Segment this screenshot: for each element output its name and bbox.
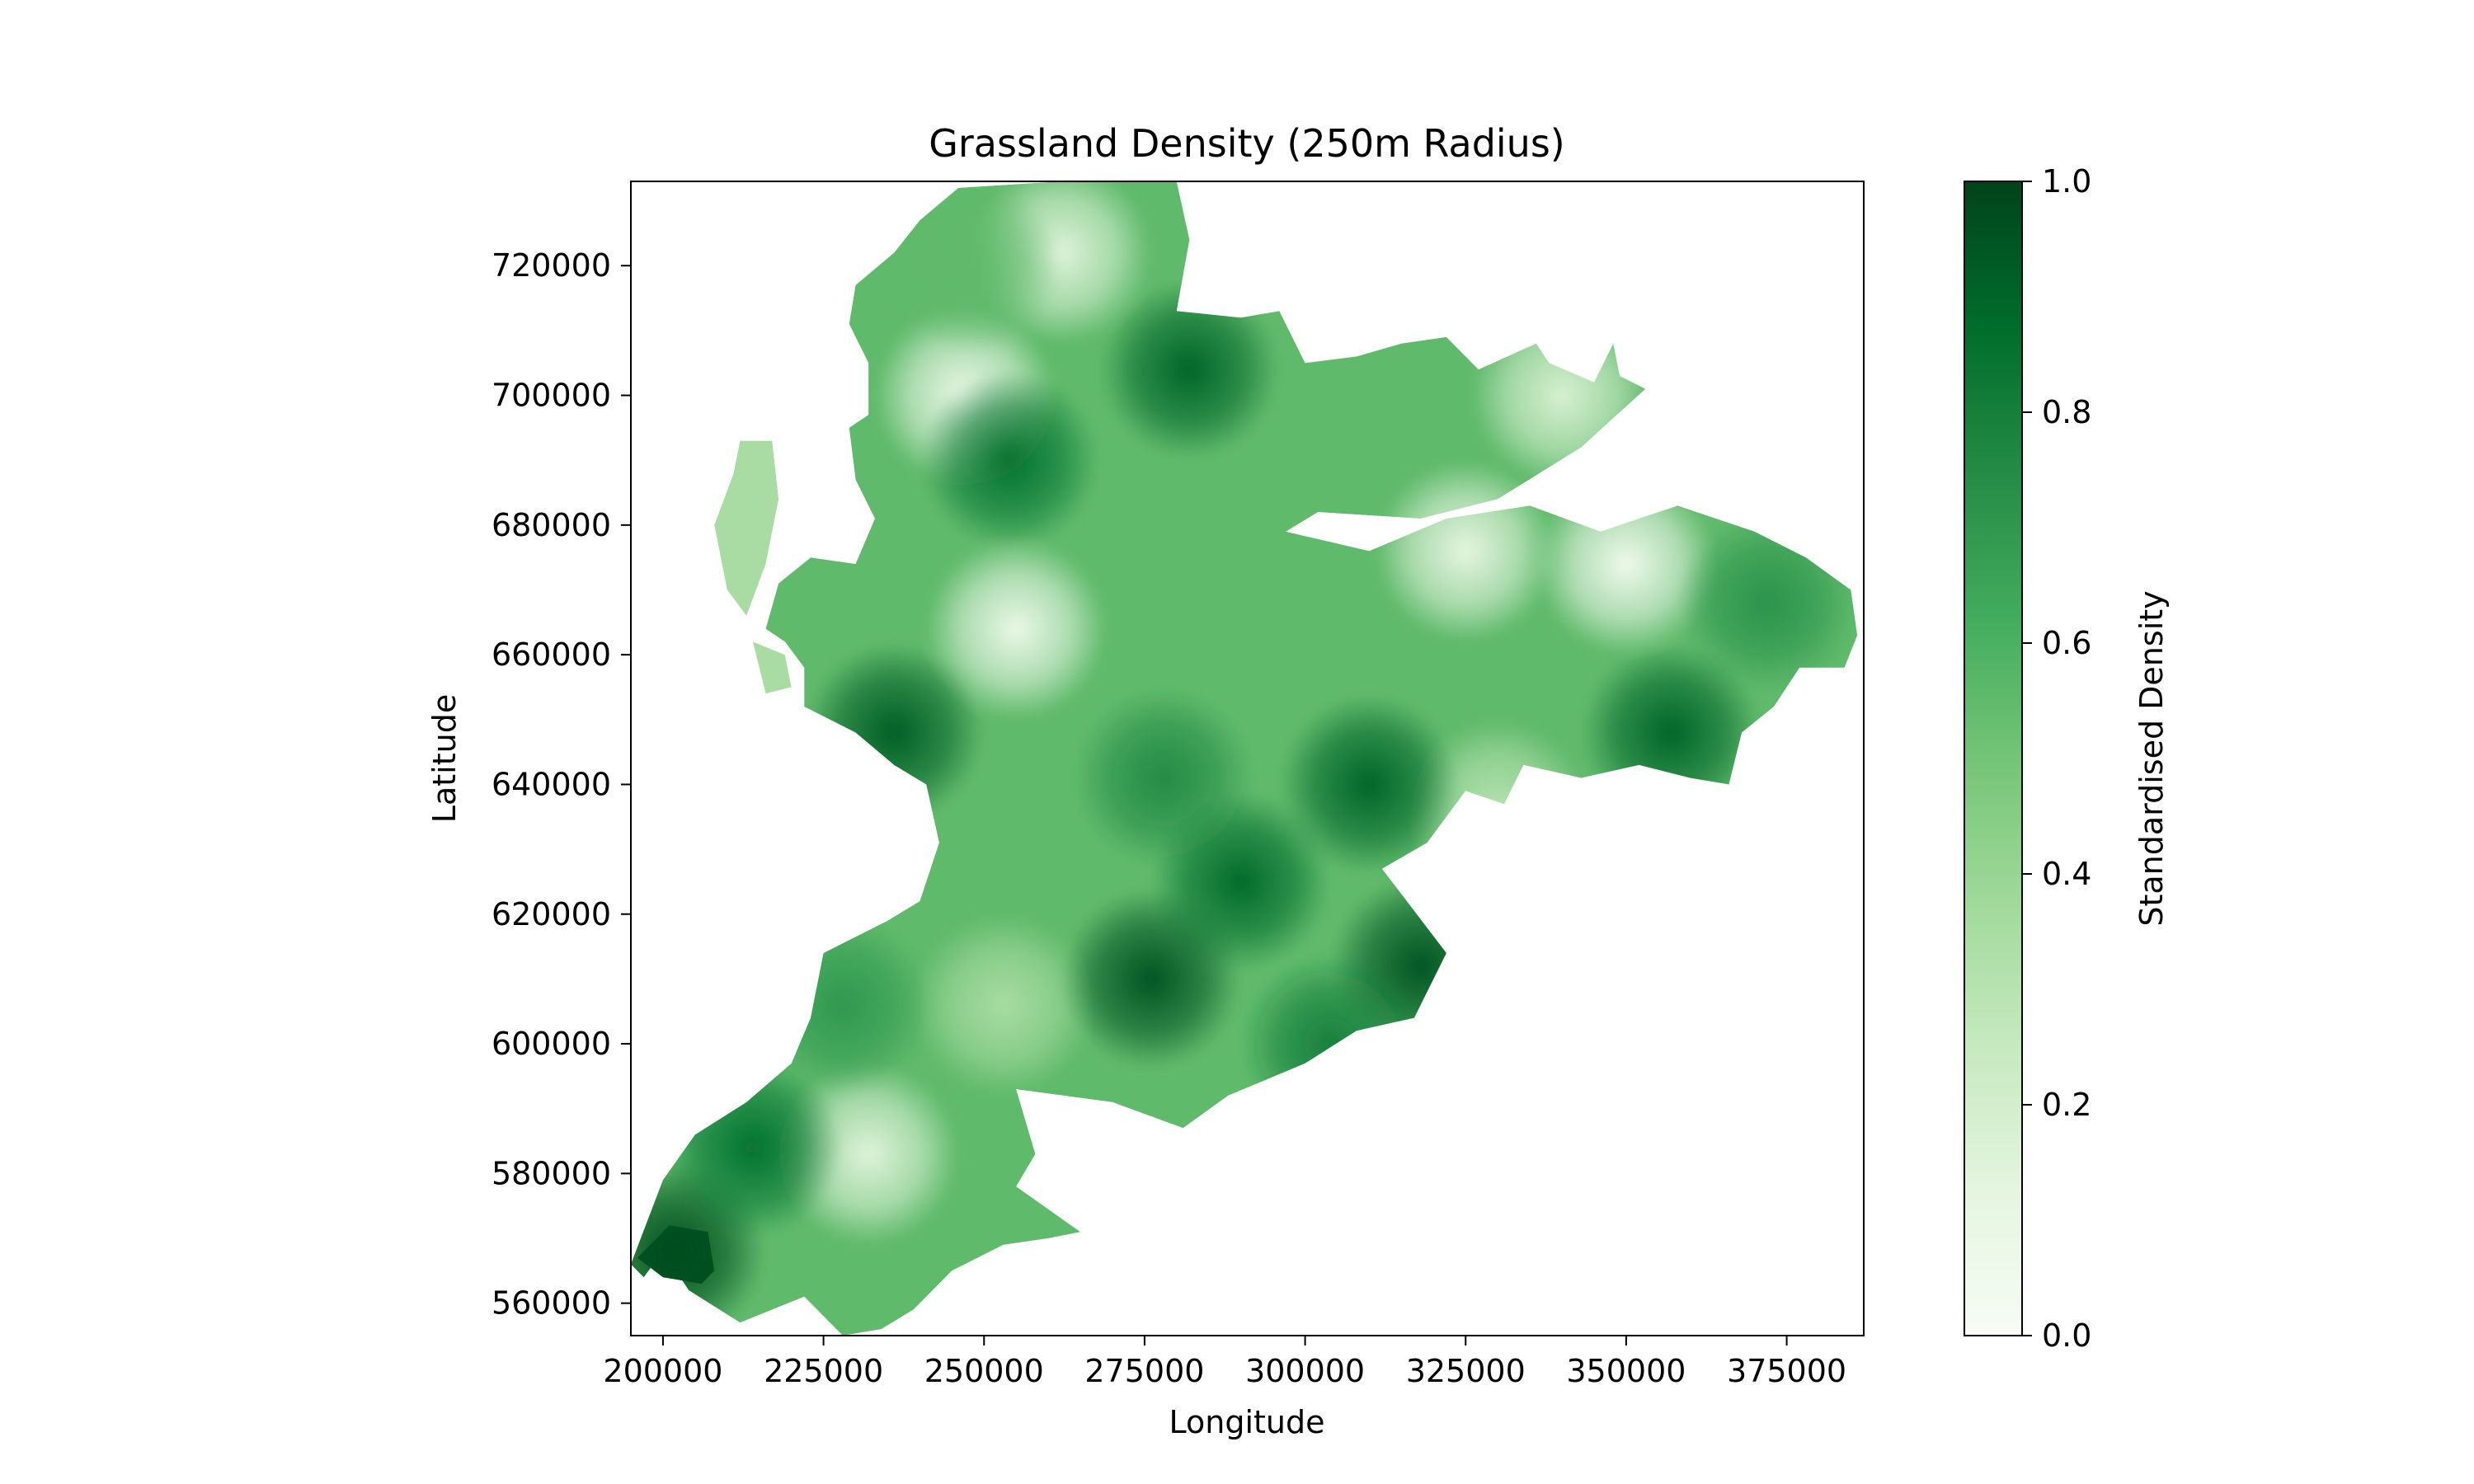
density-surface	[631, 181, 1858, 1336]
x-tick-label: 225000	[764, 1353, 883, 1389]
y-tick-label: 720000	[492, 247, 611, 284]
density-blobs	[631, 181, 1858, 1336]
density-peak	[1677, 513, 1858, 693]
x-tick-label: 300000	[1245, 1353, 1365, 1389]
y-axis: 560000 580000 600000 620000 640000 660000 6800…	[492, 247, 631, 1322]
colorbar-tick-label: 0.2	[2042, 1087, 2091, 1123]
y-tick-label: 600000	[492, 1026, 611, 1062]
density-peak	[881, 181, 1061, 356]
colorbar-label: Standardised Density	[2133, 590, 2170, 926]
density-peak	[1099, 279, 1280, 460]
y-tick-label: 680000	[492, 507, 611, 543]
density-low	[913, 914, 1094, 1095]
x-axis-label: Longitude	[1169, 1404, 1325, 1440]
y-tick-label: 640000	[492, 766, 611, 802]
chart-title: Grassland Density (250m Radius)	[929, 121, 1565, 166]
x-tick-label: 325000	[1406, 1353, 1526, 1389]
colorbar-tick-label: 0.0	[2042, 1317, 2091, 1354]
x-tick-label: 250000	[924, 1353, 1044, 1389]
plot-frame	[630, 181, 1865, 1336]
x-tick-label: 375000	[1727, 1353, 1846, 1389]
density-peak	[1240, 954, 1421, 1134]
density-low	[1472, 305, 1653, 486]
density-peak	[920, 370, 1100, 551]
y-tick-label: 560000	[492, 1285, 611, 1322]
colorbar: 0.0 0.2 0.4 0.6 0.8 1.0 Standardised Density	[1964, 163, 2170, 1354]
density-peak	[1279, 694, 1460, 875]
colorbar-bar	[1964, 181, 2023, 1336]
x-axis: 200000 225000 250000 275000 300000 325000 3500…	[603, 1336, 1846, 1389]
x-tick-label: 200000	[603, 1353, 722, 1389]
y-tick-label: 580000	[492, 1155, 611, 1191]
y-tick-label: 660000	[492, 636, 611, 673]
island-base	[714, 440, 779, 616]
density-peak	[752, 914, 933, 1095]
density-peak	[804, 642, 985, 823]
density-low	[1376, 461, 1556, 641]
x-tick-label: 275000	[1084, 1353, 1204, 1389]
island-base	[752, 641, 792, 694]
colorbar-tick-label: 0.8	[2042, 394, 2091, 430]
colorbar-tick-label: 0.4	[2042, 856, 2091, 892]
colorbar-tick-label: 0.6	[2042, 625, 2091, 661]
density-peak	[1074, 688, 1254, 868]
density-low	[926, 538, 1107, 719]
y-tick-label: 620000	[492, 896, 611, 932]
y-axis-label: Latitude	[426, 694, 463, 823]
y-tick-label: 700000	[492, 378, 611, 414]
plot-area	[631, 181, 1858, 1336]
colorbar-tick-label: 1.0	[2042, 163, 2091, 200]
colorbar-ticks: 0.0 0.2 0.4 0.6 0.8 1.0	[2022, 163, 2091, 1354]
x-tick-label: 350000	[1566, 1353, 1686, 1389]
